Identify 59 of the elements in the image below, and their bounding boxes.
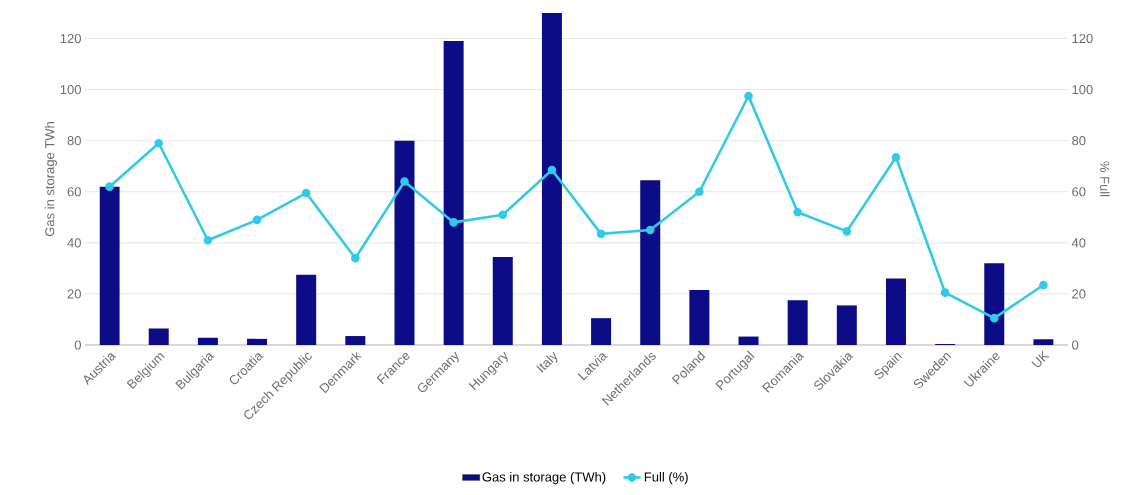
x-tick-label: UK (1031, 350, 1050, 368)
y2-tick-label: 60 (1072, 187, 1086, 197)
y2-tick-label: 80 (1072, 136, 1086, 146)
point (203, 235, 213, 245)
point (301, 188, 311, 198)
point (645, 225, 655, 235)
y-axis-title: Gas in storage TWh (44, 122, 57, 237)
point (252, 215, 262, 225)
y-tick-label: 80 (67, 136, 81, 146)
y-tick-label: 60 (67, 187, 81, 197)
point (744, 91, 753, 101)
bar (197, 337, 218, 345)
y2-tick-label: 0 (1072, 340, 1079, 350)
bar (591, 318, 612, 345)
bar (394, 140, 415, 345)
point (842, 227, 852, 236)
y2-tick-label: 100 (1072, 85, 1093, 95)
bar (296, 274, 317, 345)
point (547, 165, 557, 175)
y-tick-label: 120 (60, 33, 81, 44)
y2-tick-label: 40 (1071, 238, 1086, 248)
bar (99, 186, 120, 345)
bar (836, 305, 857, 345)
bar (148, 328, 169, 345)
bar (541, 13, 562, 345)
y-tick-label: 0 (74, 340, 81, 350)
point (695, 187, 704, 197)
point (105, 182, 114, 191)
bar (689, 290, 710, 345)
bar (443, 41, 464, 345)
bar (984, 263, 1005, 345)
y2-tick-label: 120 (1072, 33, 1093, 44)
point (989, 313, 999, 323)
point (449, 218, 458, 227)
point (596, 229, 606, 239)
point (1039, 280, 1048, 290)
point (498, 210, 508, 220)
point (891, 152, 901, 162)
bar (738, 336, 759, 345)
bar (247, 338, 268, 345)
y-tick-label: 20 (67, 289, 81, 299)
y-tick-label: 100 (60, 85, 81, 95)
x-tick-label: Italy (536, 351, 558, 373)
bar (345, 336, 366, 345)
bar (787, 300, 808, 345)
bar (492, 256, 513, 345)
bar (885, 278, 906, 345)
point (793, 207, 802, 217)
legend-label: Full (%) (644, 472, 688, 485)
y-tick-label: 40 (67, 238, 81, 248)
point (940, 288, 950, 297)
point (154, 138, 164, 148)
y2-axis-title: % Full (1100, 161, 1110, 197)
bar (1033, 339, 1054, 345)
point (400, 177, 409, 186)
point (351, 253, 360, 263)
legend-label: Gas in storage (TWh) (482, 472, 606, 485)
y2-tick-label: 20 (1072, 289, 1086, 299)
bar (640, 180, 661, 345)
